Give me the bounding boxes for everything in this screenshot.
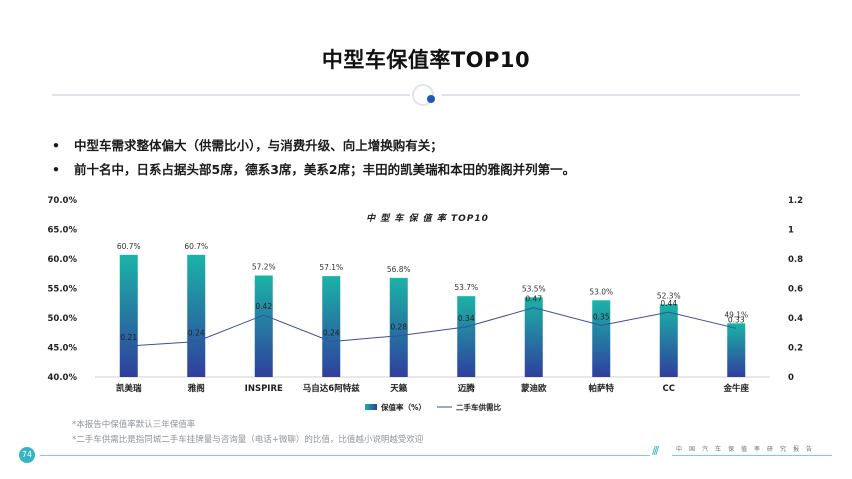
chart-title: 中 型 车 保 值 率 TOP10 — [366, 213, 489, 224]
bar-value-label: 60.7% — [184, 242, 208, 251]
footer-report-title: 中国汽车保值率研究报告 — [676, 446, 820, 453]
y-right-tick-label: 0.8 — [788, 255, 803, 265]
line-value-label: 0.42 — [255, 302, 272, 311]
bar — [727, 323, 746, 377]
emblem-dot — [427, 95, 435, 103]
bar — [119, 254, 138, 377]
x-tick-label: 马自达6阿特兹 — [303, 383, 360, 394]
line-value-label: 0.24 — [323, 329, 340, 338]
bar-value-label: 49.1% — [724, 310, 748, 319]
supply-demand-line — [128, 307, 737, 347]
bullet-text: 中型车需求整体偏大（供需比小），与消费升级、向上增换购有关； — [74, 138, 443, 153]
line-value-label: 0.21 — [120, 333, 137, 342]
y-left-tick-label: 65.0% — [48, 226, 78, 236]
bar-value-label: 52.3% — [657, 291, 681, 300]
bullet-text: 前十名中，日系占据头部5席，德系3席，美系2席；丰田的凯美瑞和本田的雅阁并列第一… — [74, 162, 576, 177]
summary-bullets: • 中型车需求整体偏大（供需比小），与消费升级、向上增换购有关； • 前十名中，日系… — [52, 136, 575, 184]
bar — [524, 297, 543, 377]
title-emblem-icon — [412, 84, 435, 106]
x-tick-label: INSPIRE — [245, 384, 283, 394]
line-value-label: 0.47 — [525, 295, 542, 304]
y-right-tick-label: 0.4 — [788, 314, 803, 324]
y-right-tick-label: 1.2 — [788, 196, 803, 206]
bar — [592, 300, 611, 377]
bar — [254, 275, 273, 377]
title-divider-right — [442, 94, 800, 96]
y-left-tick-label: 70.0% — [48, 196, 78, 206]
bar — [187, 254, 206, 377]
y-left-tick-label: 50.0% — [48, 314, 78, 324]
y-right-tick-label: 1 — [788, 226, 794, 236]
x-tick-label: 蒙迪欧 — [521, 383, 547, 394]
line-value-label: 0.34 — [458, 314, 475, 323]
x-tick-label: 雅阁 — [187, 383, 205, 394]
bar-value-label: 60.7% — [117, 242, 141, 251]
x-tick-label: 天籁 — [390, 383, 408, 394]
bullet-item: • 前十名中，日系占据头部5席，德系3席，美系2席；丰田的凯美瑞和本田的雅阁并列第… — [52, 160, 575, 184]
bullet-marker: • — [52, 162, 60, 177]
title-divider-left — [52, 94, 410, 96]
y-right-tick-label: 0.2 — [788, 344, 803, 354]
legend-bar-swatch — [365, 404, 377, 410]
footer-line — [40, 455, 650, 456]
y-left-tick-label: 45.0% — [48, 344, 78, 354]
bar-value-label: 57.2% — [252, 263, 276, 272]
y-right-tick-label: 0.6 — [788, 285, 803, 295]
bar-value-label: 53.5% — [522, 284, 546, 293]
y-left-tick-label: 55.0% — [48, 285, 78, 295]
bullet-marker: • — [52, 138, 60, 153]
legend-line-label: 二手车供需比 — [456, 402, 501, 412]
page-number: 74 — [19, 447, 35, 463]
line-value-label: 0.33 — [728, 315, 745, 324]
line-value-label: 0.28 — [390, 323, 407, 332]
bar — [457, 296, 476, 377]
combo-chart: 40.0% 45.0% 50.0% 55.0% 60.0% 65.0% 70.0% 0 0.2 0… — [48, 196, 804, 412]
page-title: 中型车保值率TOP10 — [321, 48, 531, 72]
x-tick-label: CC — [663, 384, 675, 394]
footnote-2: *二手车供需比是指同城二手车挂牌量与咨询量（电话+微聊）的比值，比值越小说明越受… — [72, 435, 424, 445]
bar — [322, 276, 341, 377]
legend-bar-label: 保值率（%） — [380, 402, 426, 412]
y-right-tick-label: 0 — [788, 373, 794, 383]
bar — [389, 277, 408, 377]
line-value-label: 0.35 — [593, 312, 610, 321]
bar-value-label: 53.7% — [454, 283, 478, 292]
bar-value-label: 57.1% — [319, 263, 343, 272]
x-tick-label: 迈腾 — [458, 383, 476, 394]
x-tick-label: 凯美瑞 — [116, 383, 142, 394]
x-tick-label: 金牛座 — [722, 383, 749, 394]
line-value-label: 0.44 — [660, 299, 677, 308]
y-left-tick-label: 60.0% — [48, 255, 78, 265]
bullet-item: • 中型车需求整体偏大（供需比小），与消费升级、向上增换购有关； — [52, 136, 575, 160]
footnotes: *本报告中保值率默认三年保值率 *二手车供需比是指同城二手车挂牌量与咨询量（电话… — [72, 418, 423, 448]
footnote-1: *本报告中保值率默认三年保值率 — [72, 420, 196, 430]
bar — [659, 304, 678, 377]
y-left-tick-label: 40.0% — [48, 373, 78, 383]
footer-line-right — [672, 455, 832, 456]
x-tick-label: 帕萨特 — [588, 383, 614, 394]
bar-value-label: 56.8% — [387, 265, 411, 274]
line-value-label: 0.24 — [188, 329, 205, 338]
bar-value-label: 53.0% — [589, 287, 613, 296]
footer-slashes: /// — [652, 444, 659, 457]
